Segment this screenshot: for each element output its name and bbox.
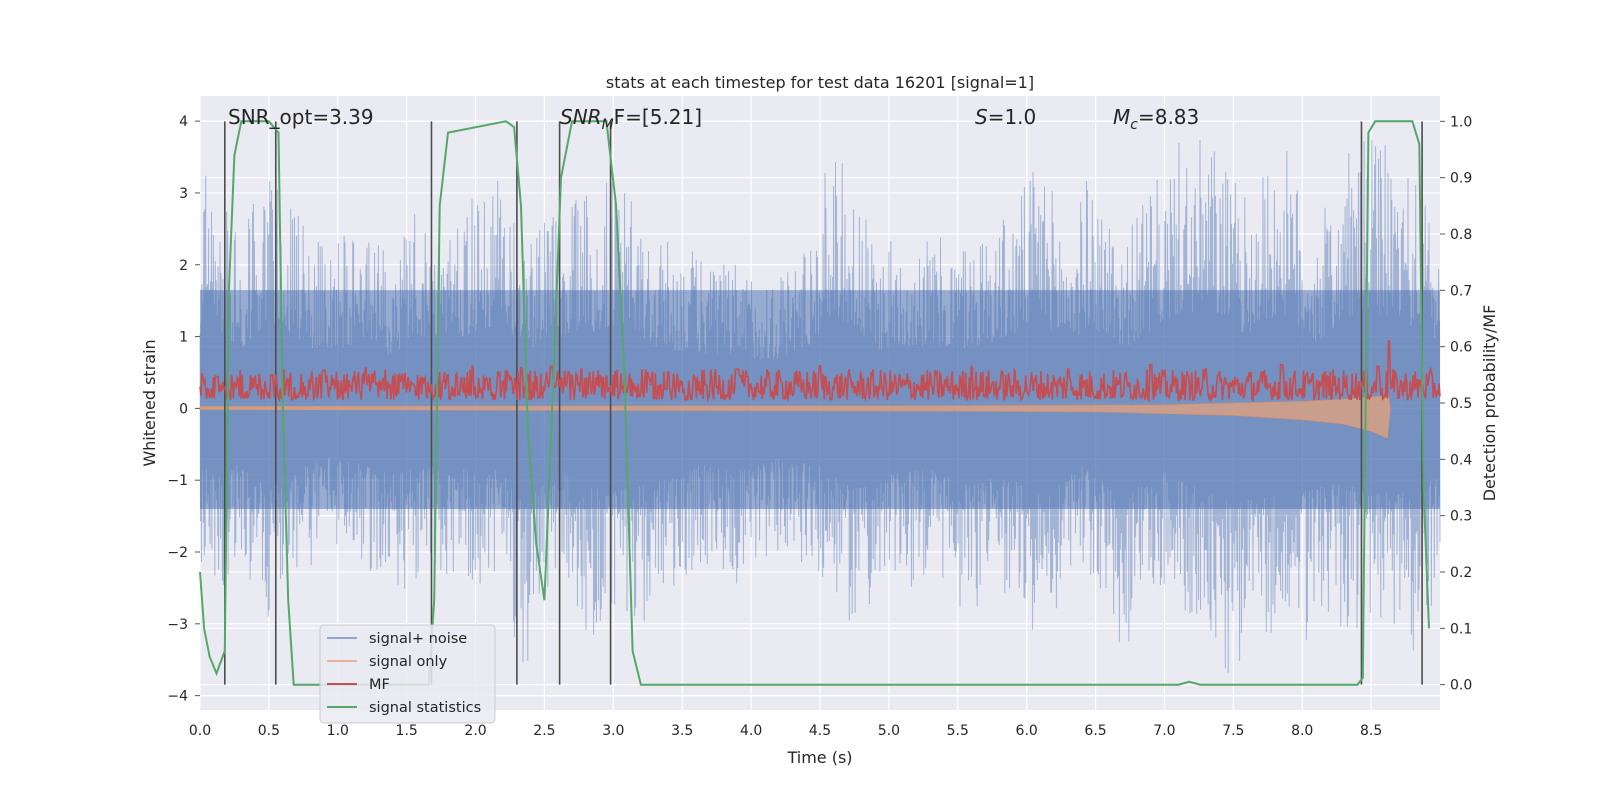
y-tick-labels: 4 3 2 1 0 −1 −2 −3 −4 — [167, 114, 188, 705]
y-tick-label: 2 — [179, 258, 188, 274]
x-tick-label: 4.5 — [809, 723, 831, 739]
annotation-s-value: =1.0 — [988, 105, 1037, 129]
annotation-snr-mf: SNRMF=[5.21] — [560, 105, 702, 133]
mf-line — [199, 340, 1441, 403]
y-tick-label: 3 — [179, 186, 188, 202]
y2-tick-label: 0.8 — [1450, 227, 1472, 243]
x-tick-label: 8.5 — [1360, 723, 1382, 739]
y-tick-label: −3 — [167, 617, 188, 633]
signal-noise-core-band — [200, 289, 1440, 509]
legend-label-mf: MF — [369, 677, 390, 693]
y2-tick-label: 0.3 — [1450, 509, 1472, 525]
x-tick-label: 7.5 — [1222, 723, 1244, 739]
annotation-snr-mf-value: F=[5.21] — [614, 105, 702, 129]
y2-tick-label: 0.4 — [1450, 452, 1472, 468]
series-fills — [199, 139, 1441, 674]
x-tick-label: 3.0 — [602, 723, 624, 739]
legend: signal+ noise signal only MF signal stat… — [319, 624, 496, 724]
x-tick-labels: 0.0 0.5 1.0 1.5 2.0 2.5 3.0 3.5 4.0 4.5 5.0 5.5 6.0 6… — [189, 723, 1382, 739]
y-tick-label: −1 — [167, 473, 188, 489]
x-tick-label: 0.5 — [258, 723, 280, 739]
x-tick-label: 5.0 — [878, 723, 900, 739]
x-tick-label: 2.5 — [533, 723, 555, 739]
mf-series-layer — [199, 340, 1441, 403]
x-tick-label: 2.0 — [464, 723, 486, 739]
legend-label-signal-only: signal only — [369, 654, 448, 670]
annotation-mc-value: =8.83 — [1138, 105, 1199, 129]
y2-tick-labels: 1.0 0.9 0.8 0.7 0.6 0.5 0.4 0.3 0.2 0.1 0.0 — [1450, 114, 1472, 693]
x-tick-label: 6.0 — [1016, 723, 1038, 739]
y2-tick-label: 0.5 — [1450, 396, 1472, 412]
y2-axis-title: Detection probability/MF — [1480, 305, 1499, 502]
y-axis-title: Whitened strain — [140, 339, 159, 466]
y2-tick-label: 0.0 — [1450, 678, 1472, 694]
legend-label-signal-statistics: signal statistics — [369, 700, 481, 716]
x-tick-label: 3.5 — [671, 723, 693, 739]
chart-title: stats at each timestep for test data 162… — [606, 73, 1034, 92]
x-tick-label: 1.0 — [327, 723, 349, 739]
y2-tick-label: 1.0 — [1450, 114, 1472, 130]
y2-tick-label: 0.1 — [1450, 621, 1472, 637]
annotation-snr-mf-symbol: SNR — [560, 105, 602, 129]
annotation-snr-mf-subscript: M — [602, 117, 614, 133]
annotation-mc-subscript: c — [1130, 117, 1138, 133]
signal-statistics-layer — [199, 120, 1430, 686]
annotation-mc: Mc=8.83 — [1113, 105, 1199, 133]
y-tick-label: −2 — [167, 545, 188, 561]
x-tick-label: 1.5 — [396, 723, 418, 739]
x-tick-label: 6.5 — [1084, 723, 1106, 739]
signal-statistics-line — [199, 120, 1430, 686]
x-axis-title: Time (s) — [786, 748, 852, 767]
signal-noise-line — [199, 139, 1441, 674]
y2-tick-label: 0.2 — [1450, 565, 1472, 581]
y2-tick-label: 0.6 — [1450, 340, 1472, 356]
y2-tick-label: 0.9 — [1450, 171, 1472, 187]
annotation-s: S=1.0 — [975, 105, 1036, 129]
y-tick-label: 4 — [179, 114, 188, 130]
y-tick-label: 1 — [179, 330, 188, 346]
x-tick-label: 8.0 — [1291, 723, 1313, 739]
y-tick-label: −4 — [167, 689, 188, 705]
y-tick-label: 0 — [179, 401, 188, 417]
x-tick-label: 5.5 — [947, 723, 969, 739]
legend-label-signal-noise: signal+ noise — [369, 631, 467, 647]
x-tick-label: 4.0 — [740, 723, 762, 739]
legend-box — [319, 624, 496, 724]
annotation-s-symbol: S — [975, 105, 988, 129]
x-tick-label: 7.0 — [1153, 723, 1175, 739]
x-tick-label: 0.0 — [189, 723, 211, 739]
y2-tick-label: 0.7 — [1450, 283, 1472, 299]
signal-only-area — [199, 395, 1391, 439]
vertical-markers — [224, 121, 1423, 685]
annotation-mc-symbol: M — [1113, 105, 1130, 129]
annotation-snr-opt: SNR_opt=3.39 — [228, 105, 374, 129]
